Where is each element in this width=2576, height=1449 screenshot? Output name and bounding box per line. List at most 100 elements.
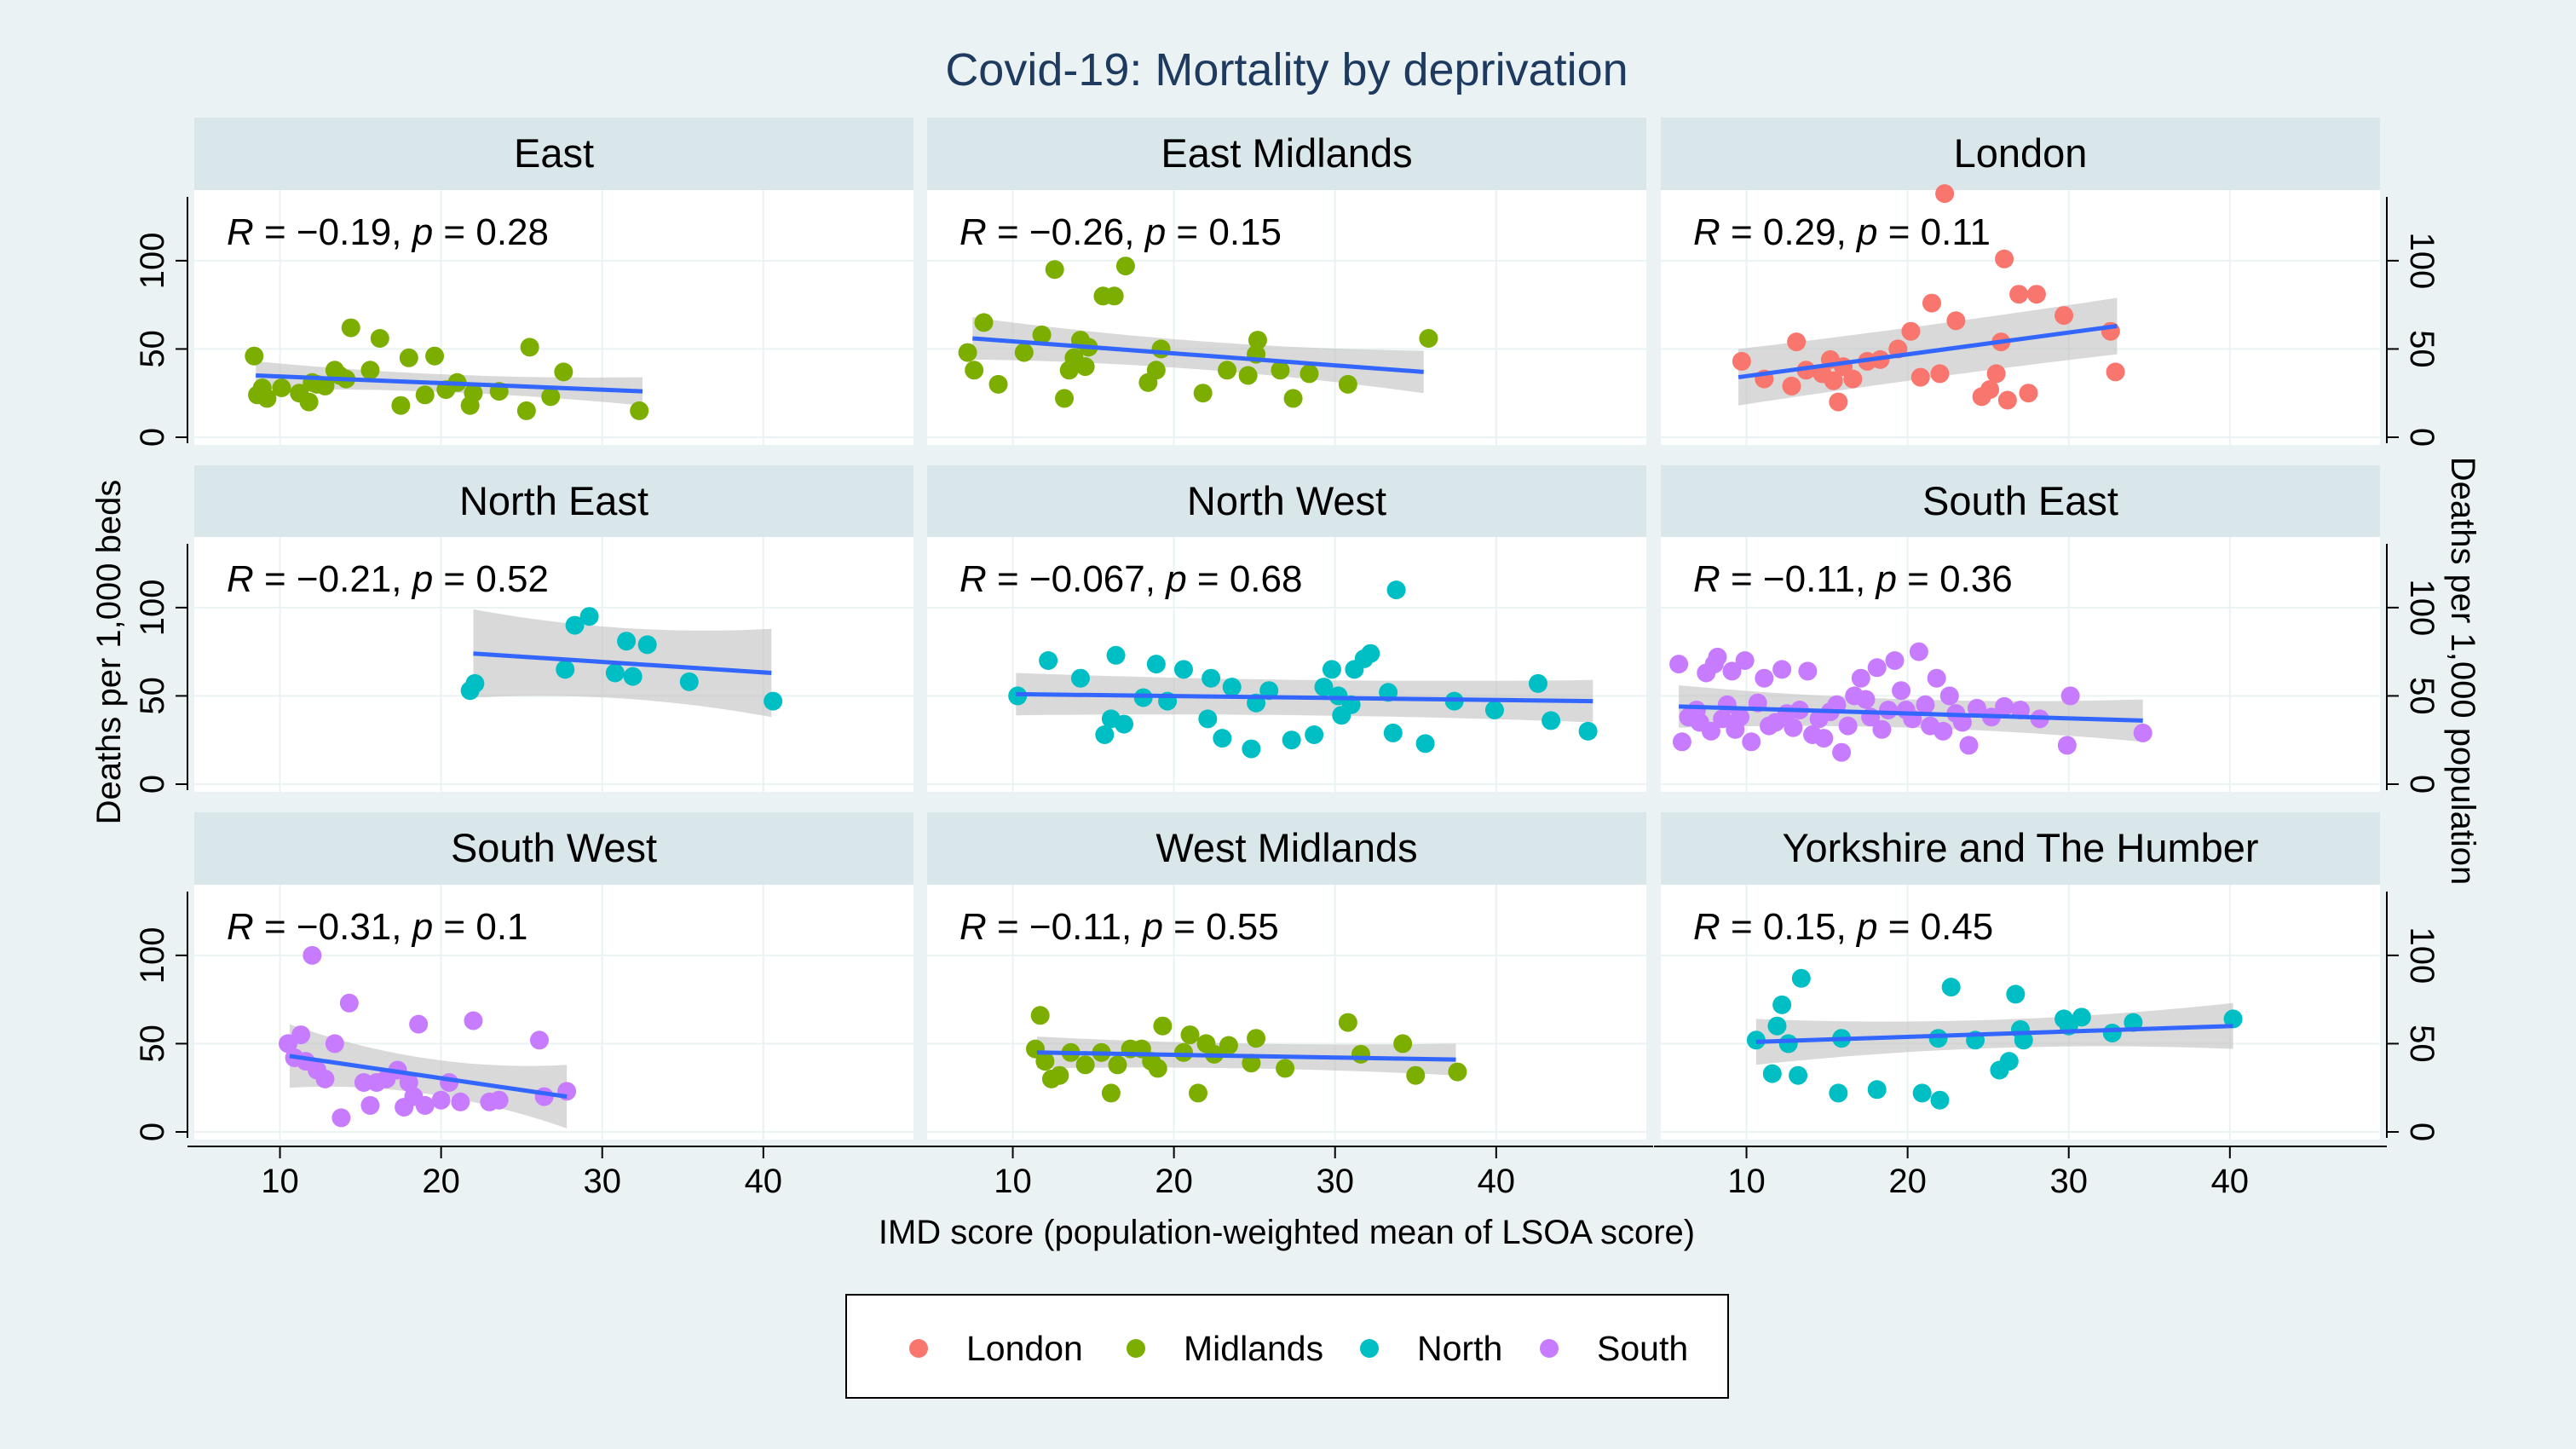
data-point [1732,351,1751,371]
data-point [360,361,380,380]
x-tick-label: 30 [2049,1163,2088,1200]
regression-line [1036,1050,1456,1062]
y-axis-right-row-1: 0 50 100 [2386,197,2441,447]
data-point [1283,389,1303,408]
data-point [1115,257,1135,276]
x-tick-label: 40 [2211,1163,2250,1200]
regression-line [1738,324,2118,380]
data-point [1885,651,1905,670]
legend-entry-south: South [1540,1329,1688,1368]
data-point [1222,678,1242,697]
data-point [1909,642,1928,661]
data-point [520,338,539,357]
data-point [1247,1029,1266,1048]
data-point [1198,709,1218,729]
data-point [1115,714,1134,734]
data-point [1941,978,1961,997]
data-point [1108,1055,1127,1075]
data-point [360,1095,380,1115]
data-point [1050,1065,1069,1085]
x-tick-label: 10 [261,1163,299,1200]
correlation-annotation: R = −0.11, p = 0.36 [1693,558,2013,600]
data-point [1101,1083,1121,1103]
panel-east-midlands: East Midlands R = −0.26, p = 0.15 [927,118,1646,445]
chart-title: Covid-19: Mortality by deprivation [945,44,1628,95]
data-point [1708,647,1727,667]
x-axis-col-1: 10 20 30 40 [187,1146,920,1200]
data-point [1791,968,1811,988]
data-point [1930,1090,1950,1110]
data-point [1338,374,1357,394]
data-point [1173,1042,1193,1062]
legend-label: South [1597,1329,1688,1368]
data-point [1967,698,1986,718]
data-point [1872,719,1892,739]
data-point [1939,686,1959,706]
panel-strip [194,118,913,190]
data-point [2014,1030,2033,1050]
data-point [1153,1016,1173,1036]
data-point [1784,718,1803,737]
x-axis-col-2: 10 20 30 40 [920,1146,1653,1200]
data-point [325,1034,344,1054]
y-tick-label: 0 [2403,428,2441,447]
legend-marker [1540,1339,1559,1358]
x-tick-label: 20 [1888,1163,1927,1200]
data-point [1730,707,1749,727]
panels-layer: East R = −0.19, p = 0.28 East Midlands R = … [194,118,2380,1140]
panel-strip-label: North East [459,478,648,523]
panel-north-west: North West R = −0.067, p = 0.68 [927,465,1646,792]
data-point [245,346,264,366]
data-point [988,374,1008,394]
data-point [605,663,625,683]
panel-south-east: South East R = −0.11, p = 0.36 [1661,465,2380,792]
x-tick-label: 40 [1478,1163,1516,1200]
data-point [1030,1006,1050,1025]
x-tick-label: 20 [422,1163,460,1200]
data-point [1386,580,1406,600]
y-axis-right-row-2: 0 50 100 [2386,544,2441,794]
data-point [1959,736,1979,755]
data-point [399,348,418,367]
regression-line [1755,1024,2233,1044]
data-point [1146,361,1166,380]
data-point [1300,364,1319,384]
data-point [299,392,319,412]
panel-strip-label: East [514,130,594,176]
data-point [1542,711,1561,730]
y-tick-label: 100 [134,579,171,636]
data-point [464,384,483,403]
panel-strip-label: North West [1187,478,1386,523]
x-tick-label: 40 [745,1163,783,1200]
y-tick-label: 50 [134,677,171,715]
panel-strip [1661,118,2380,190]
data-point [1406,1065,1426,1085]
data-point [1798,661,1818,681]
y-tick-label: 100 [134,232,171,289]
regression-line [1679,704,2143,723]
data-point [541,387,561,407]
legend-label: Midlands [1184,1329,1323,1368]
data-point [1772,660,1792,679]
axes-layer: 0 50 100 0 50 100 0 50 100 0 50 100 0 50 100 0 50 100 10 20… [134,197,2441,1200]
data-point [679,672,699,691]
data-point [1986,364,2006,384]
panel-strip-label: East Midlands [1161,130,1412,176]
panel-strip [927,118,1646,190]
regression-line [972,336,1424,374]
data-point [1999,1052,2019,1071]
data-point [1193,384,1213,403]
data-point [1735,651,1755,670]
data-point [1722,661,1742,681]
data-point [1933,721,1953,741]
data-point [1867,1080,1887,1100]
y-tick-label: 100 [2403,579,2441,636]
y-tick-label: 100 [134,927,171,984]
data-point [1338,1013,1357,1032]
data-point [464,1011,483,1030]
data-point [1742,732,1761,752]
data-point [291,1025,311,1045]
data-point [1383,723,1403,742]
data-point [1419,329,1438,348]
